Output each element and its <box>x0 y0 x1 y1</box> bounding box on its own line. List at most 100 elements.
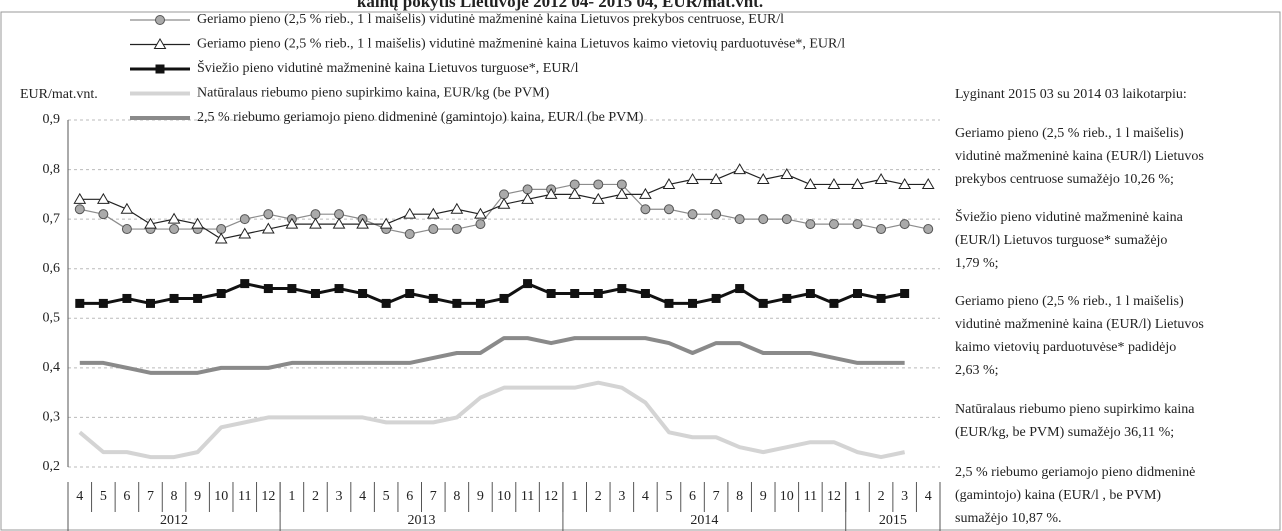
point <box>758 214 769 225</box>
x-tick-label: 3 <box>618 489 625 504</box>
y-tick-label: 0,5 <box>43 311 61 326</box>
point <box>662 177 676 189</box>
x-tick-label: 10 <box>780 489 794 504</box>
point <box>829 298 839 308</box>
note-line: (EUR/kg, be PVM) sumažėjo 36,11 %; <box>955 425 1174 440</box>
point <box>428 293 438 303</box>
point <box>923 224 934 235</box>
legend-marker <box>155 15 165 25</box>
x-tick-label: 4 <box>76 489 83 504</box>
point <box>828 219 839 230</box>
note-line: vidutinė mažmeninė kaina (EUR/l) Lietuvo… <box>955 149 1204 164</box>
point <box>73 192 87 204</box>
point <box>900 289 910 298</box>
point <box>332 217 346 229</box>
point <box>169 293 179 303</box>
legend-label: Geriamo pieno (2,5 % rieb., 1 l maišelis… <box>197 12 784 27</box>
note-line: sumažėjo 10,87 %. <box>955 511 1062 526</box>
point <box>403 207 417 219</box>
point <box>309 217 322 229</box>
series-line <box>78 380 906 460</box>
point <box>805 219 816 230</box>
note-line: vidutinė mažmeninė kaina (EUR/l) Lietuvo… <box>955 317 1204 332</box>
point <box>640 204 651 215</box>
point <box>876 293 886 303</box>
x-tick-label: 2 <box>595 489 602 504</box>
note-line: Natūralaus riebumo pieno supirkimo kaina <box>955 402 1195 417</box>
x-tick-label: 11 <box>238 489 251 504</box>
y-axis-label: EUR/mat.vnt. <box>20 87 98 102</box>
note-line: prekybos centruose sumažėjo 10,26 %; <box>955 172 1174 187</box>
x-tick-label: 4 <box>925 489 932 504</box>
point <box>805 289 815 298</box>
point <box>591 192 605 204</box>
y-tick-label: 0,6 <box>43 261 61 276</box>
note-line: Geriamo pieno (2,5 % rieb., 1 l maišelis… <box>955 294 1184 309</box>
point <box>782 293 792 303</box>
point <box>569 179 580 190</box>
x-tick-label: 8 <box>736 489 743 504</box>
x-tick-label: 9 <box>194 489 201 504</box>
point <box>144 217 157 229</box>
point <box>426 207 440 219</box>
x-tick-label: 5 <box>665 489 672 504</box>
x-tick-label: 1 <box>288 489 295 504</box>
x-tick-label: 6 <box>406 489 413 504</box>
point <box>898 177 912 189</box>
y-tick-label: 0,3 <box>43 410 61 425</box>
point <box>450 202 464 214</box>
point <box>75 298 85 308</box>
point <box>522 184 533 195</box>
point <box>475 298 485 308</box>
x-tick-label: 6 <box>689 489 696 504</box>
x-tick-label: 7 <box>147 489 154 504</box>
point <box>169 224 180 235</box>
point <box>639 187 652 199</box>
point <box>709 172 723 184</box>
note-line: 2,63 %; <box>955 363 999 378</box>
legend-label: Geriamo pieno (2,5 % rieb., 1 l maišelis… <box>197 37 845 52</box>
point <box>874 172 888 184</box>
point <box>358 289 368 298</box>
point <box>475 219 486 230</box>
x-tick-label: 1 <box>854 489 861 504</box>
point <box>593 179 604 190</box>
x-tick-label: 3 <box>336 489 343 504</box>
series-line <box>79 282 905 305</box>
x-tick-label: 8 <box>171 489 178 504</box>
point <box>167 212 181 224</box>
point <box>688 298 698 308</box>
series-line <box>79 336 905 375</box>
point <box>686 172 699 184</box>
x-tick-label: 11 <box>521 489 534 504</box>
point <box>546 289 556 298</box>
point <box>523 279 533 289</box>
x-tick-label: 3 <box>901 489 908 504</box>
point <box>74 204 85 215</box>
point <box>497 197 511 209</box>
legend-label: Šviežio pieno vidutinė mažmeninė kaina L… <box>197 59 579 76</box>
point <box>499 293 509 303</box>
point <box>193 293 203 303</box>
x-tick-label: 12 <box>261 489 275 504</box>
point <box>216 289 226 298</box>
point <box>780 168 794 180</box>
x-tick-label: 2 <box>312 489 319 504</box>
x-tick-label: 7 <box>430 489 437 504</box>
note-line: kaimo vietovių parduotuvėse* padidėjo <box>955 340 1176 355</box>
point <box>121 224 132 235</box>
note-line: Geriamo pieno (2,5 % rieb., 1 l maišelis… <box>955 126 1184 141</box>
x-group-label: 2012 <box>160 513 188 528</box>
point <box>711 209 722 220</box>
x-group-label: 2014 <box>690 513 718 528</box>
y-tick-label: 0,8 <box>43 162 61 177</box>
point <box>261 222 275 234</box>
x-tick-label: 5 <box>100 489 107 504</box>
point <box>98 209 109 220</box>
point <box>287 284 297 294</box>
point <box>96 192 110 204</box>
point <box>852 219 863 230</box>
point <box>617 284 627 294</box>
note-line: 1,79 %; <box>955 256 999 271</box>
